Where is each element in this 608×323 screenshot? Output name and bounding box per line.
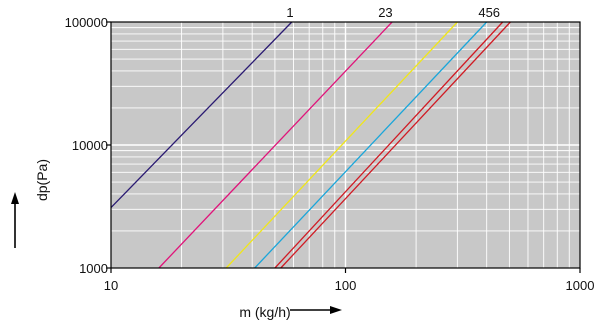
series-line-3 (225, 21, 458, 269)
series-line-6 (280, 21, 511, 269)
y-tick-label: 1000 (79, 261, 108, 276)
axes (106, 21, 581, 273)
x-tick-label: 100 (335, 278, 357, 293)
curve-label: 456 (478, 5, 500, 20)
curve-label: 1 (286, 5, 293, 20)
series-line-4 (254, 21, 488, 269)
y-axis-arrow (11, 192, 19, 248)
y-tick-label: 10000 (72, 138, 108, 153)
series-lines (110, 21, 511, 269)
curve-label: 23 (378, 5, 392, 20)
series-line-5 (274, 21, 504, 269)
y-tick-label: 100000 (65, 15, 108, 30)
x-axis-label: m (kg/h) (239, 304, 290, 320)
x-axis-arrow (290, 306, 342, 314)
series-line-1 (110, 21, 293, 209)
grid-lines (111, 22, 580, 268)
x-tick-label: 1000 (566, 278, 595, 293)
tick-labels: 10 100 1000 1000 10000 100000 (65, 15, 595, 293)
series-line-2 (158, 21, 393, 269)
x-tick-label: 10 (104, 278, 118, 293)
curve-labels: 1 23 456 (286, 5, 500, 20)
y-axis-label: dp(Pa) (34, 159, 50, 201)
